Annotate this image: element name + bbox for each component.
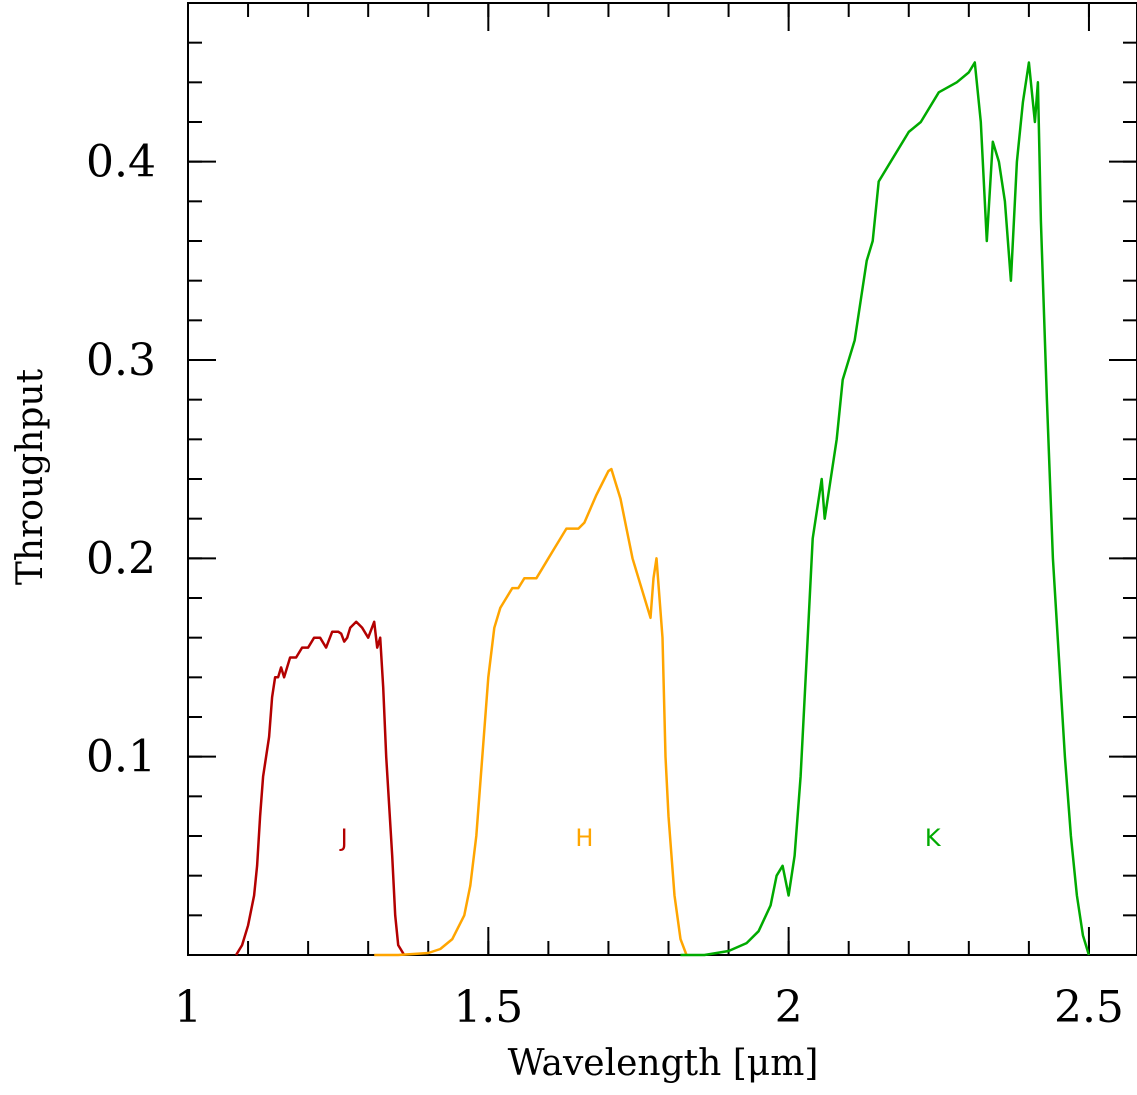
major-ticks <box>187 3 1137 955</box>
y-tick-label: 0.1 <box>86 732 156 783</box>
x-tick-label: 2 <box>775 982 803 1033</box>
series-line-j <box>235 620 406 956</box>
series-line-h <box>374 467 688 957</box>
y-tick-label: 0.4 <box>86 137 156 188</box>
y-tick-label: 0.3 <box>86 335 156 386</box>
band-label-k: K <box>925 824 942 852</box>
x-tick-label: 1.5 <box>453 982 523 1033</box>
x-tick-label: 1 <box>174 982 202 1033</box>
x-tick-labels: 1 1.5 2 2.5 <box>174 982 1124 1033</box>
series-line-k <box>680 61 1091 957</box>
y-tick-label: 0.2 <box>86 533 156 584</box>
x-axis-title: Wavelength [μm] <box>508 1043 819 1084</box>
band-label-j: J <box>339 824 348 852</box>
y-tick-labels: 0.1 0.2 0.3 0.4 <box>86 137 156 783</box>
x-tick-label: 2.5 <box>1054 982 1124 1033</box>
series-layer <box>235 61 1091 957</box>
y-axis-title: Throughput <box>10 368 51 585</box>
band-label-h: H <box>575 824 593 852</box>
